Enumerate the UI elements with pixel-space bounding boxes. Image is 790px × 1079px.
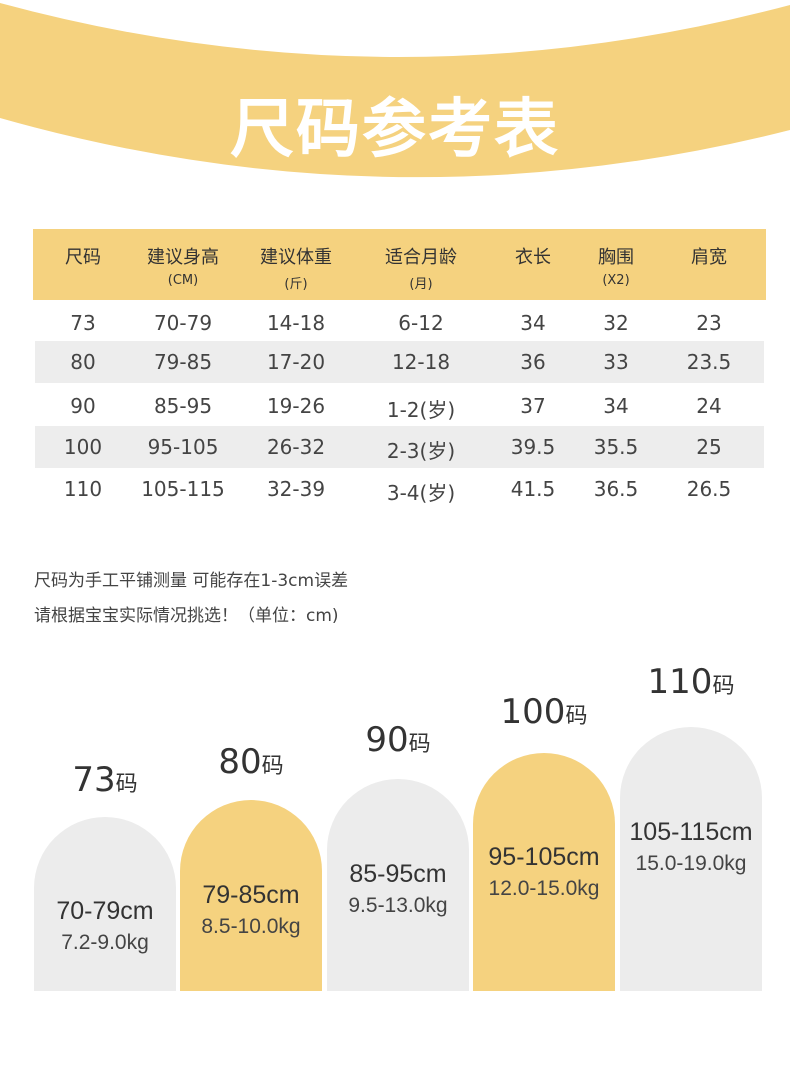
table-cell: 33 bbox=[603, 350, 629, 374]
table-cell: 105-115 bbox=[141, 477, 225, 501]
table-cell: 95-105 bbox=[147, 435, 219, 459]
size-card-height: 95-105cm bbox=[488, 843, 600, 871]
table-cell: 37 bbox=[520, 394, 546, 418]
size-card-weight: 15.0-19.0kg bbox=[635, 852, 747, 875]
table-cell: 26-32 bbox=[266, 435, 326, 459]
table-row: 90 85-95 19-26 1-2(岁) 37 34 24 bbox=[35, 385, 764, 427]
column-header: 肩宽 bbox=[691, 243, 727, 273]
column-header-unit: (X2) bbox=[602, 273, 630, 288]
size-card-shape bbox=[34, 817, 176, 991]
column-header-label: 尺码 bbox=[65, 247, 101, 268]
table-row: 100 95-105 26-32 2-3(岁) 39.5 35.5 25 bbox=[35, 426, 764, 468]
size-card-label: 110码 bbox=[647, 662, 735, 702]
size-card-label: 100码 bbox=[500, 692, 588, 732]
size-card-shape bbox=[620, 727, 762, 991]
table-cell: 79-85 bbox=[153, 350, 213, 374]
table-cell: 12-18 bbox=[391, 350, 451, 374]
size-card-weight: 9.5-13.0kg bbox=[348, 894, 448, 917]
column-header: 建议体重 (斤) bbox=[260, 243, 332, 292]
note-choose: 请根据宝宝实际情况挑选！（单位：cm) bbox=[34, 606, 339, 626]
table-cell: 24 bbox=[696, 394, 722, 418]
column-header-unit: (月) bbox=[409, 277, 433, 292]
table-cell: 80 bbox=[70, 350, 96, 374]
size-card-label: 80码 bbox=[218, 742, 284, 782]
table-row: 73 70-79 14-18 6-12 34 32 23 bbox=[35, 302, 764, 344]
size-card-label: 90码 bbox=[365, 720, 431, 760]
table-cell: 32-39 bbox=[266, 477, 326, 501]
column-header: 胸围 (X2) bbox=[598, 243, 634, 288]
size-card-label: 73码 bbox=[72, 760, 138, 800]
column-header-label: 胸围 bbox=[598, 247, 634, 268]
table-cell: 41.5 bbox=[510, 477, 556, 501]
size-card-height: 85-95cm bbox=[349, 860, 447, 888]
table-cell: 70-79 bbox=[153, 311, 213, 335]
title-banner bbox=[0, 3, 790, 178]
table-cell: 34 bbox=[603, 394, 629, 418]
table-row: 110 105-115 32-39 3-4(岁) 41.5 36.5 26.5 bbox=[35, 468, 764, 510]
table-cell: 6-12 bbox=[398, 311, 444, 335]
size-card-weight: 12.0-15.0kg bbox=[488, 877, 600, 900]
size-card-height: 79-85cm bbox=[202, 881, 300, 909]
size-card-weight: 7.2-9.0kg bbox=[61, 931, 149, 954]
page-title: 尺码参考表 bbox=[230, 93, 560, 167]
table-cell: 35.5 bbox=[593, 435, 639, 459]
column-header-label: 建议身高 bbox=[147, 247, 219, 268]
table-cell: 32 bbox=[603, 311, 629, 335]
column-header-label: 衣长 bbox=[515, 247, 551, 268]
table-cell: 17-20 bbox=[266, 350, 326, 374]
size-card-shape bbox=[473, 753, 615, 991]
size-card-shape bbox=[180, 800, 322, 991]
table-cell: 19-26 bbox=[266, 394, 326, 418]
table-cell: 26.5 bbox=[686, 477, 732, 501]
column-header-label: 建议体重 bbox=[260, 247, 332, 268]
table-cell: 25 bbox=[696, 435, 722, 459]
size-card-height: 105-115cm bbox=[629, 818, 753, 846]
table-cell: 90 bbox=[70, 394, 96, 418]
table-cell: 39.5 bbox=[510, 435, 556, 459]
table-cell: 73 bbox=[70, 311, 96, 335]
table-header: 尺码 建议身高 (CM) 建议体重 (斤) 适合月龄 (月) 衣长 胸围 (X2) 肩宽 bbox=[33, 229, 766, 300]
table-cell: 2-3(岁) bbox=[386, 439, 456, 463]
table-cell: 100 bbox=[63, 435, 103, 459]
table-cell: 23.5 bbox=[686, 350, 732, 374]
table-cell: 14-18 bbox=[266, 311, 326, 335]
table-cell: 34 bbox=[520, 311, 546, 335]
table-cell: 36 bbox=[520, 350, 546, 374]
note-measurement: 尺码为手工平铺测量 可能存在1-3cm误差 bbox=[34, 571, 349, 591]
size-card-height: 70-79cm bbox=[56, 897, 154, 925]
size-card-weight: 8.5-10.0kg bbox=[201, 915, 301, 938]
table-cell: 110 bbox=[63, 477, 103, 501]
table-cell: 3-4(岁) bbox=[386, 481, 456, 505]
column-header: 建议身高 (CM) bbox=[147, 243, 219, 288]
table-cell: 85-95 bbox=[153, 394, 213, 418]
column-header: 适合月龄 (月) bbox=[385, 243, 457, 292]
column-header-label: 肩宽 bbox=[691, 247, 727, 268]
column-header-unit: (斤) bbox=[284, 277, 308, 292]
column-header-unit: (CM) bbox=[167, 273, 199, 288]
column-header: 衣长 bbox=[515, 243, 551, 273]
size-card-shape bbox=[327, 779, 469, 991]
column-header: 尺码 bbox=[65, 243, 101, 273]
column-header-label: 适合月龄 bbox=[385, 247, 457, 268]
table-cell: 36.5 bbox=[593, 477, 639, 501]
table-row: 80 79-85 17-20 12-18 36 33 23.5 bbox=[35, 341, 764, 383]
table-cell: 23 bbox=[696, 311, 722, 335]
table-cell: 1-2(岁) bbox=[386, 398, 456, 422]
